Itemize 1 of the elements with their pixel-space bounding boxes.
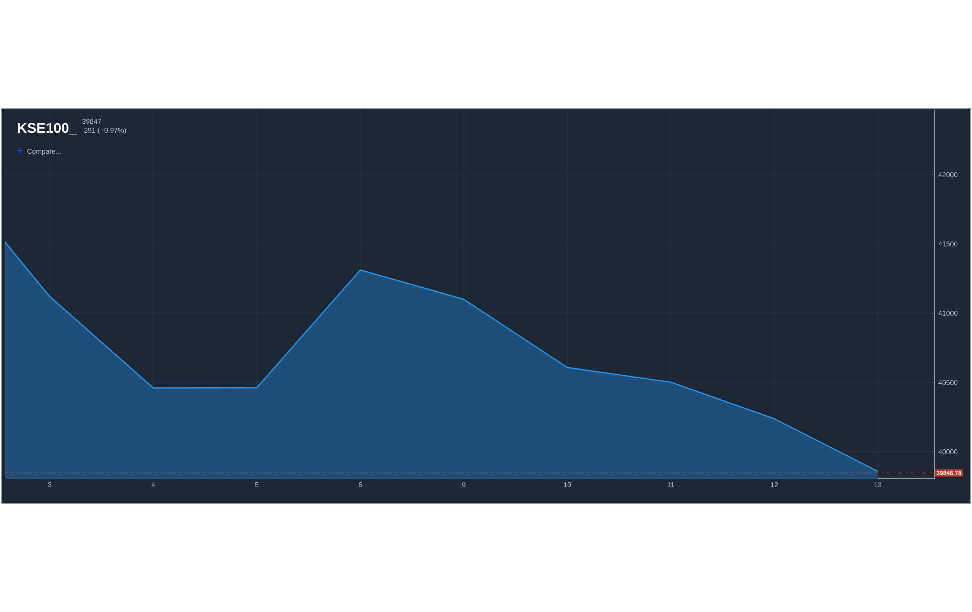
text: KSE100_ bbox=[18, 123, 78, 135]
